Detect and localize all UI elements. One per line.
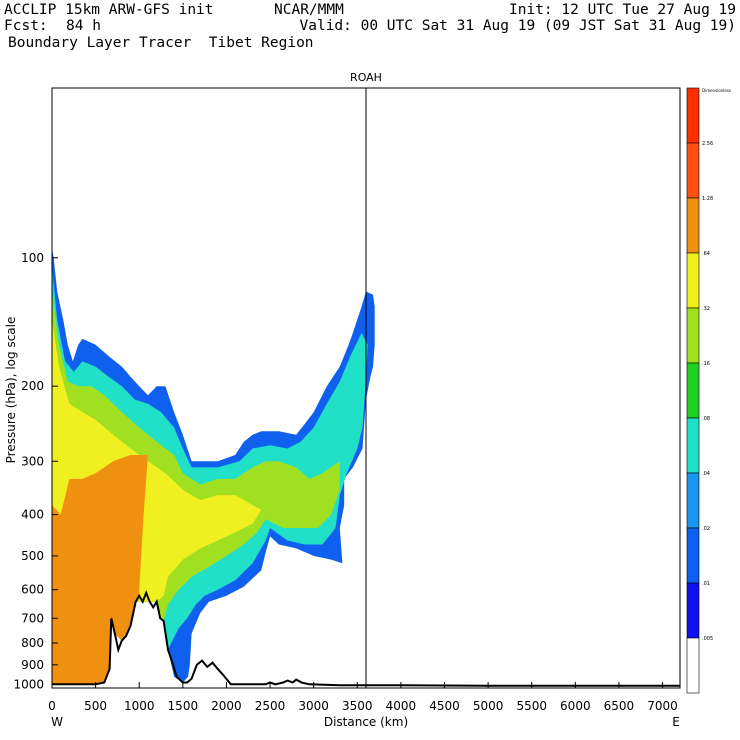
colorbar-level-label: .08 <box>702 416 710 422</box>
plot-title: ROAH <box>350 71 382 84</box>
y-axis-ticks: 100 200 300 400 500 600 700 800 900 1000 <box>13 251 58 691</box>
colorbar-level-label: .64 <box>702 251 710 257</box>
x-tick-label: 1500 <box>168 699 199 713</box>
y-tick-label: 800 <box>21 636 44 650</box>
colorbar-swatch <box>686 142 700 199</box>
x-tick-label: 3000 <box>298 699 329 713</box>
forecast-label: Fcst: <box>4 18 48 34</box>
y-tick-label: 1000 <box>13 677 44 691</box>
x-tick-label: 2500 <box>255 699 286 713</box>
y-tick-label: 300 <box>21 454 44 468</box>
colorbar-level-label: .04 <box>702 471 710 477</box>
west-end-label: W <box>51 715 63 729</box>
colorbar-level-label: .32 <box>702 306 710 312</box>
east-end-label: E <box>672 715 680 729</box>
y-tick-label: 200 <box>21 379 44 393</box>
forecast-hour: 84 h <box>66 18 101 34</box>
colorbar-level-label: .005 <box>702 636 713 642</box>
plot-frame <box>51 87 681 689</box>
colorbar-swatch <box>686 472 700 529</box>
model-title: ACCLIP 15km ARW-GFS init <box>4 2 214 18</box>
valid-time: Valid: 00 UTC Sat 31 Aug 19 (09 JST Sat … <box>299 18 737 34</box>
colorbar: .005 .01 .02 .04 .08 .16 .32 .64 1.28 2.56 Dimensi… <box>686 87 731 694</box>
y-tick-label: 100 <box>21 251 44 265</box>
init-time: Init: 12 UTC Tue 27 Aug 19 <box>509 2 736 18</box>
colorbar-level-label: 2.56 <box>702 141 713 147</box>
x-tick-label: 4500 <box>429 699 460 713</box>
x-tick-label: 0 <box>48 699 56 713</box>
colorbar-level-label: .01 <box>702 581 710 587</box>
colorbar-swatch <box>686 527 700 584</box>
x-tick-label: 6500 <box>604 699 635 713</box>
y-axis-label: Pressure (hPa), log scale <box>4 317 18 464</box>
x-tick-label: 3500 <box>342 699 373 713</box>
y-tick-label: 500 <box>21 549 44 563</box>
colorbar-level-label: .16 <box>702 361 710 367</box>
x-tick-label: 7000 <box>647 699 678 713</box>
colorbar-swatch <box>686 582 700 639</box>
organization-label: NCAR/MMM <box>274 2 344 18</box>
tracer-region-4 <box>52 455 148 685</box>
y-tick-label: 700 <box>21 611 44 625</box>
y-tick-label: 600 <box>21 583 44 597</box>
colorbar-swatch <box>686 637 700 694</box>
x-tick-label: 5500 <box>516 699 547 713</box>
x-tick-label: 500 <box>84 699 107 713</box>
x-tick-label: 6000 <box>560 699 591 713</box>
x-tick-label: 4000 <box>386 699 417 713</box>
y-tick-label: 900 <box>21 658 44 672</box>
colorbar-swatch <box>686 417 700 474</box>
colorbar-level-label: 1.28 <box>702 196 713 202</box>
y-tick-label: 400 <box>21 508 44 522</box>
colorbar-swatch <box>686 362 700 419</box>
tracer-fill-layer <box>52 248 375 685</box>
x-axis-label: Distance (km) <box>324 715 408 729</box>
field-title: Boundary Layer Tracer Tibet Region <box>8 35 314 51</box>
x-tick-label: 2000 <box>211 699 242 713</box>
colorbar-swatch <box>686 87 700 144</box>
x-tick-label: 5000 <box>473 699 504 713</box>
colorbar-swatch <box>686 252 700 309</box>
x-axis-ticks: 0 500 1000 1500 2000 2500 3000 3500 4000 4500 5000… <box>48 682 678 713</box>
colorbar-swatch <box>686 197 700 254</box>
colorbar-units-label: Dimensionless <box>702 88 731 93</box>
colorbar-level-label: .02 <box>702 526 710 532</box>
colorbar-swatch <box>686 307 700 364</box>
x-tick-label: 1000 <box>124 699 155 713</box>
